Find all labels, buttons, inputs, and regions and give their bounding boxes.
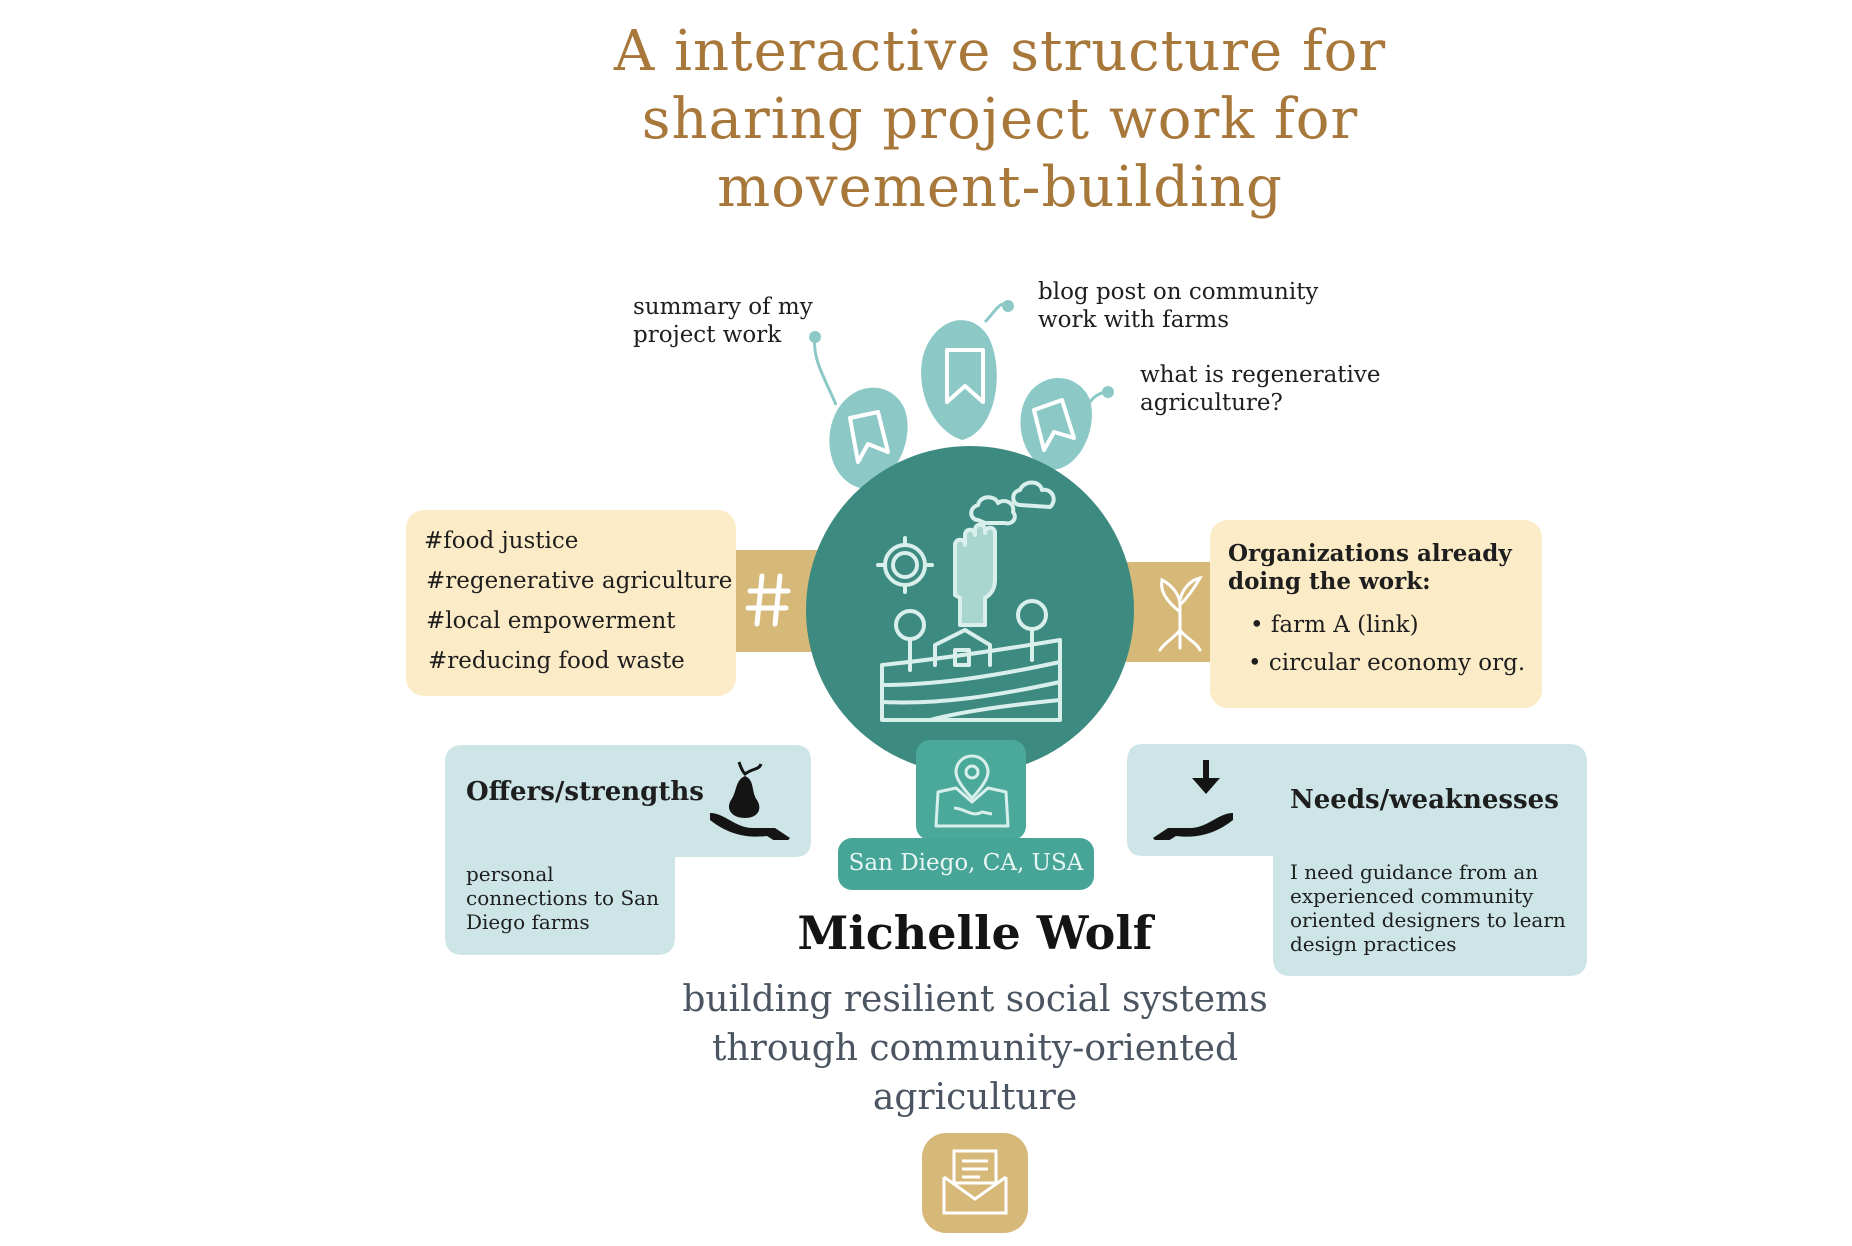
needs-title: Needs/weaknesses [1290,785,1559,815]
bookmark-blog[interactable] [921,320,997,440]
organization-link[interactable]: • circular economy org. [1248,650,1526,676]
location-badge[interactable]: San Diego, CA, USA [838,838,1094,890]
mail-icon [942,1149,1008,1215]
sprout-tab[interactable] [1120,562,1215,662]
bookmark-icon [848,410,890,464]
offers-title: Offers/strengths [466,777,704,807]
bookmark-summary[interactable] [829,387,908,488]
organizations-title: Organizations already doing the work: [1228,540,1512,595]
map-pin-icon [934,754,1010,828]
offers-card-bg [445,745,811,955]
profile-tagline: building resilient social systems throug… [682,979,1268,1118]
farm-fist-icon [876,480,1062,722]
hashtag-icon [745,573,791,627]
needs-text: I need guidance from an experienced comm… [1290,860,1566,956]
bookmark-icon [945,348,985,404]
hashtag-panel: #food justice #regenerative agriculture … [406,510,736,696]
page-title: A interactive structure for sharing proj… [613,19,1387,220]
organization-link[interactable]: • farm A (link) [1250,612,1419,638]
hashtag-item[interactable]: #regenerative agriculture [426,568,733,594]
summary-link[interactable]: summary of my project work [633,294,813,348]
bookmark-regenerative[interactable] [1020,378,1092,470]
hashtag-item[interactable]: #food justice [424,528,579,554]
pear-hand-icon [710,761,790,840]
hashtag-item[interactable]: #reducing food waste [428,648,685,674]
blog-post-link[interactable]: blog post on community work with farms [1038,279,1319,333]
receive-hand-icon [1153,760,1233,840]
organizations-panel: Organizations already doing the work: • … [1210,520,1542,708]
sprout-icon [1158,575,1203,652]
contact-button[interactable] [922,1133,1028,1233]
needs-card-bg [1127,744,1587,976]
profile-name: Michelle Wolf [797,906,1153,960]
bookmark-icon [1032,398,1076,452]
hashtag-item[interactable]: #local empowerment [426,608,676,634]
offers-text: personal connections to San Diego farms [466,862,659,934]
regenerative-agriculture-link[interactable]: what is regenerative agriculture? [1140,362,1381,416]
